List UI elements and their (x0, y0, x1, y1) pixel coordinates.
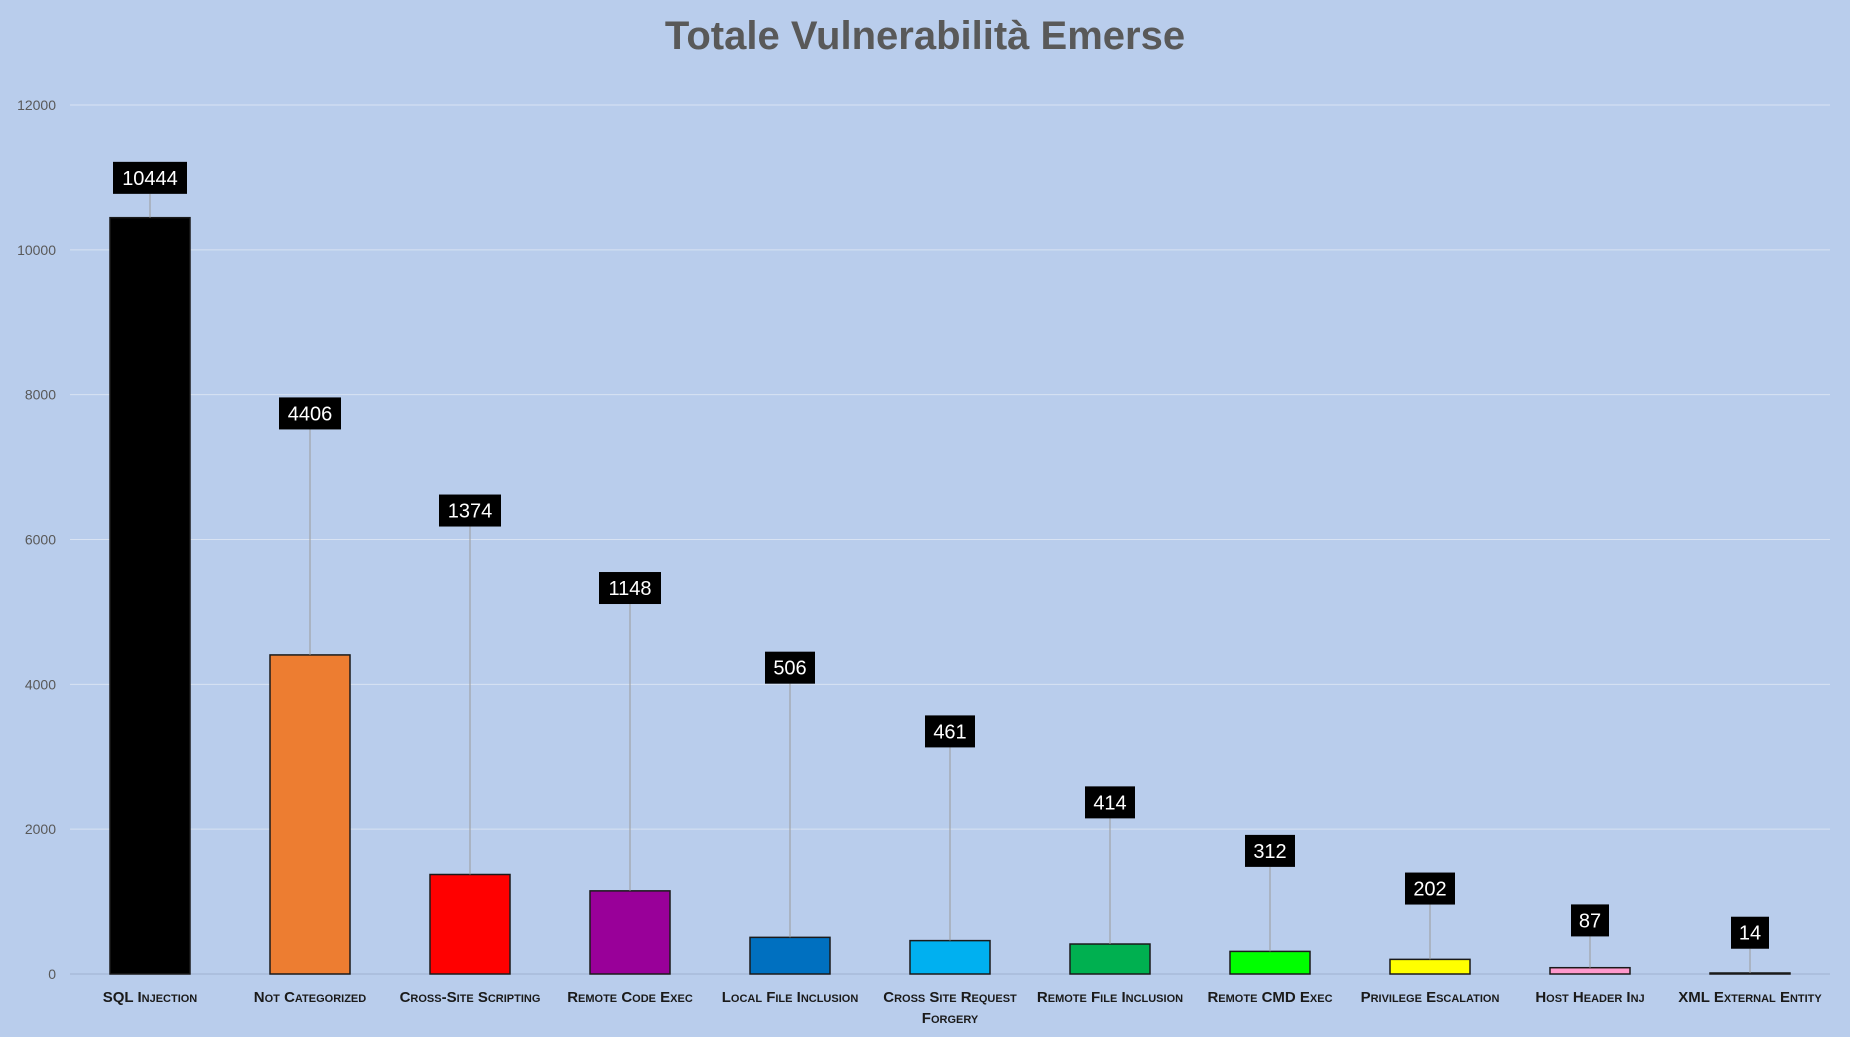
data-label: 414 (1093, 792, 1126, 814)
x-tick-label: Cross Site Request Forgery (883, 989, 1017, 1027)
bar (1549, 966, 1631, 975)
data-label-box (1571, 904, 1609, 937)
bar (1709, 972, 1791, 975)
data-label-box (113, 161, 187, 194)
bar (1229, 950, 1311, 975)
data-label: 1148 (608, 578, 651, 600)
y-tick-label: 8000 (25, 387, 56, 403)
data-label: 87 (1579, 910, 1601, 932)
data-label-box (1085, 786, 1135, 819)
data-label: 1374 (448, 501, 493, 523)
bar (109, 216, 191, 975)
bar (429, 873, 511, 975)
chart-title: Totale Vulnerabilità Emerse (664, 14, 1186, 58)
bar (909, 939, 991, 975)
x-tick-label: SQL Injection (103, 989, 198, 1006)
data-label-box (1731, 916, 1769, 949)
data-label: 4406 (288, 403, 333, 425)
x-tick-label: XML External Entity (1678, 989, 1822, 1006)
bar (1389, 958, 1471, 975)
bar (749, 936, 831, 975)
data-label: 506 (773, 658, 806, 680)
data-label-box (279, 397, 341, 430)
bar (1069, 943, 1151, 975)
data-label-box (925, 715, 975, 748)
bar (589, 890, 671, 975)
x-tick-label: Remote Code Exec (567, 989, 693, 1006)
x-tick-label: Remote CMD Exec (1207, 989, 1332, 1006)
data-label-box (1245, 834, 1295, 867)
data-label-box (1405, 872, 1455, 905)
x-tick-label: Host Header Inj (1535, 989, 1644, 1006)
data-label: 10444 (122, 168, 178, 190)
y-tick-label: 0 (48, 966, 56, 982)
data-label-box (439, 494, 501, 527)
data-label-box (765, 651, 815, 684)
x-tick-label: Remote File Inclusion (1037, 989, 1183, 1006)
data-label: 202 (1413, 879, 1446, 901)
data-label: 461 (933, 721, 966, 743)
data-label: 14 (1739, 923, 1761, 945)
x-tick-label: Privilege Escalation (1361, 989, 1500, 1006)
data-label: 312 (1253, 841, 1286, 863)
y-tick-label: 6000 (25, 532, 56, 548)
x-tick-label: Not Categorized (254, 989, 366, 1006)
y-tick-label: 12000 (17, 97, 56, 113)
bar (269, 654, 351, 975)
x-tick-label: Cross-Site Scripting (400, 989, 541, 1006)
x-tick-label: Local File Inclusion (722, 989, 859, 1006)
y-tick-label: 10000 (17, 242, 56, 258)
y-tick-label: 4000 (25, 676, 56, 692)
data-label-box (599, 572, 661, 605)
y-tick-label: 2000 (25, 821, 56, 837)
